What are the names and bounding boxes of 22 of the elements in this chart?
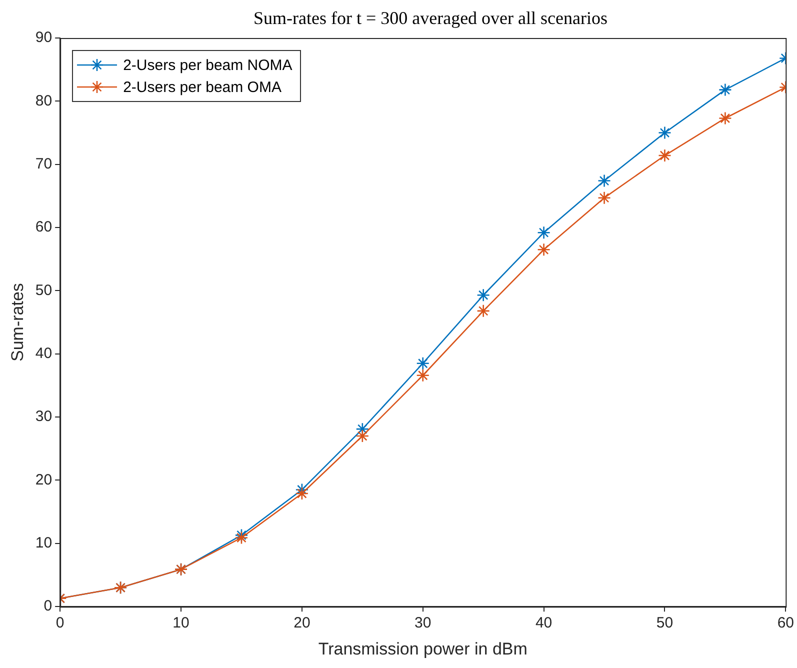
x-tick-label: 20: [294, 614, 310, 632]
y-axis-title: Sum-rates: [8, 283, 27, 362]
x-tick-label: 50: [656, 614, 674, 632]
y-tick-label: 10: [35, 534, 52, 552]
legend-label: 2-Users per beam NOMA: [123, 56, 292, 74]
x-tick-label: 60: [777, 614, 794, 632]
x-tick-label: 0: [56, 614, 64, 632]
y-tick-label: 50: [35, 282, 52, 299]
y-tick-label: 70: [35, 155, 52, 172]
y-tick-label: 30: [35, 408, 52, 426]
x-tick-label: 30: [414, 614, 432, 632]
y-tick-label: 40: [35, 345, 52, 362]
y-tick-label: 60: [35, 218, 52, 236]
legend-label: 2-Users per beam OMA: [123, 78, 282, 96]
y-tick-label: 0: [44, 598, 52, 615]
y-tick-label: 90: [35, 29, 52, 46]
x-axis-title: Transmission power in dBm: [318, 639, 528, 658]
chart-title: Sum-rates for t = 300 averaged over all scenarios: [252, 8, 609, 29]
x-tick-label: 40: [535, 614, 552, 632]
y-tick-label: 20: [35, 471, 52, 488]
x-tick-label: 10: [172, 614, 190, 632]
y-tick-label: 80: [35, 92, 52, 110]
